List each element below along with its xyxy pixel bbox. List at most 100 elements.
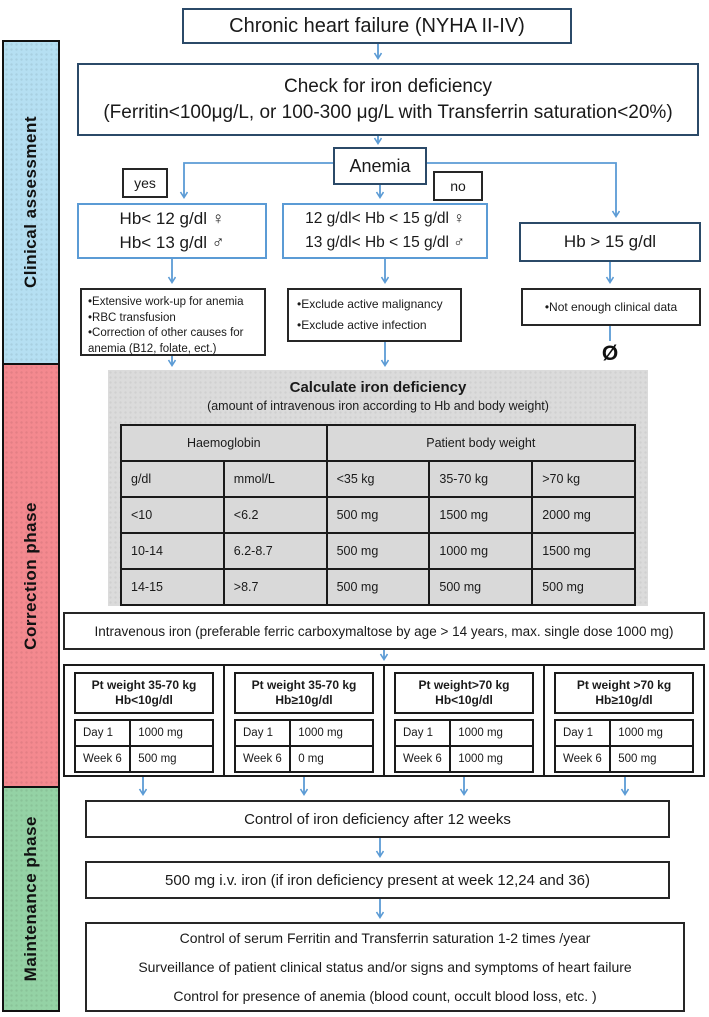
- workup-item: •Extensive work-up for anemia: [88, 296, 244, 308]
- table-cell: 2000 mg: [531, 496, 636, 534]
- intravenous-iron-label: Intravenous iron (preferable ferric carb…: [94, 623, 674, 639]
- exclude-item: •Exclude active infection: [297, 318, 427, 332]
- col-header: >70 kg: [531, 460, 636, 498]
- dose-cell: 0 mg: [289, 745, 374, 773]
- dose-cell: 1000 mg: [289, 719, 374, 747]
- table-cell: 500 mg: [325, 496, 431, 534]
- phase-bar-maintenance: Maintenance phase: [2, 786, 60, 1012]
- dose-group-3: Pt weight>70 kg Hb<10g/dl Day 1 1000 mg …: [385, 666, 545, 775]
- no-label: no: [450, 178, 466, 194]
- col-header: 35-70 kg: [428, 460, 534, 498]
- check-line1: Check for iron deficiency: [283, 75, 493, 97]
- calc-panel-subtitle: (amount of intravenous iron according to…: [207, 399, 549, 413]
- workup-item: •Correction of other causes for anemia (…: [88, 327, 244, 355]
- table-row: Day 1 1000 mg: [73, 719, 214, 747]
- hb-high-label: Hb > 15 g/dl: [563, 232, 657, 251]
- node-long-term-control: Control of serum Ferritin and Transferri…: [85, 922, 685, 1012]
- dose-cell: 500 mg: [129, 745, 214, 773]
- dose-group-4-table: Day 1 1000 mg Week 6 500 mg: [553, 719, 694, 773]
- table-cell: 1500 mg: [428, 496, 534, 534]
- dose-group-2: Pt weight 35-70 kg Hb≥10g/dl Day 1 1000 …: [225, 666, 385, 775]
- col-header: mmol/L: [222, 460, 328, 498]
- dose-header-line1: Pt weight>70 kg: [418, 678, 510, 692]
- table-cell: <6.2: [222, 496, 328, 534]
- dose-cell: 500 mg: [609, 745, 694, 773]
- long-term-line1: Control of serum Ferritin and Transferri…: [179, 929, 591, 946]
- table-row: Week 6 500 mg: [73, 745, 214, 773]
- dose-header-line2: Hb≥10g/dl: [275, 693, 333, 707]
- dose-group-2-table: Day 1 1000 mg Week 6 0 mg: [233, 719, 374, 773]
- dose-cell: Week 6: [233, 745, 292, 773]
- table-cell: 500 mg: [325, 568, 431, 606]
- dose-group-1-table: Day 1 1000 mg Week 6 500 mg: [73, 719, 214, 773]
- phase-bar-clinical-assessment: Clinical assessment: [2, 40, 60, 365]
- no-data-item: •Not enough clinical data: [544, 300, 678, 314]
- dose-cell: Week 6: [393, 745, 452, 773]
- table-cell: 10-14: [120, 532, 225, 570]
- hb-mid-line1: 12 g/dl< Hb < 15 g/dl ♀: [305, 210, 465, 227]
- table-row: Day 1 1000 mg: [393, 719, 534, 747]
- check-line2: (Ferritin<100μg/L, or 100-300 μg/L with …: [103, 101, 673, 123]
- workup-item: •RBC transfusion: [88, 311, 176, 324]
- dose-header-line1: Pt weight 35-70 kg: [251, 678, 357, 692]
- node-anemia-label: Anemia: [349, 155, 411, 176]
- long-term-line2: Surveillance of patient clinical status …: [138, 958, 632, 975]
- col-header: g/dl: [120, 460, 225, 498]
- dose-header-line2: Hb<10g/dl: [435, 693, 493, 707]
- dose-groups-grid: Pt weight 35-70 kg Hb<10g/dl Day 1 1000 …: [63, 664, 705, 777]
- dose-header-line2: Hb≥10g/dl: [595, 693, 653, 707]
- node-hb-high: Hb > 15 g/dl: [519, 222, 701, 262]
- iron-dose-table: Haemoglobin Patient body weight g/dl mmo…: [120, 424, 637, 606]
- table-row: Day 1 1000 mg: [553, 719, 694, 747]
- table-cell: 500 mg: [428, 568, 534, 606]
- dose-cell: Day 1: [393, 719, 452, 747]
- dose-cell: Day 1: [553, 719, 612, 747]
- node-intravenous-iron: Intravenous iron (preferable ferric carb…: [63, 612, 705, 650]
- node-chronic-heart-failure-label: Chronic heart failure (NYHA II-IV): [229, 14, 525, 37]
- group-header-body-weight: Patient body weight: [325, 424, 637, 462]
- table-cell: <10: [120, 496, 225, 534]
- control-12-weeks-label: Control of iron deficiency after 12 week…: [244, 810, 511, 828]
- dose-header-line2: Hb<10g/dl: [115, 693, 173, 707]
- dose-cell: 1000 mg: [129, 719, 214, 747]
- table-cell: 1500 mg: [531, 532, 636, 570]
- iv500-label: 500 mg i.v. iron (if iron deficiency pre…: [165, 871, 590, 889]
- table-header-row: g/dl mmol/L <35 kg 35-70 kg >70 kg: [120, 460, 636, 498]
- group-header-haemoglobin: Haemoglobin: [120, 424, 328, 462]
- exclude-item: •Exclude active malignancy: [297, 297, 443, 311]
- node-hb-low: Hb< 12 g/dl ♀ Hb< 13 g/dl ♂: [77, 203, 267, 259]
- hb-mid-line2: 13 g/dl< Hb < 15 g/dl ♂: [305, 234, 465, 251]
- table-cell: 14-15: [120, 568, 225, 606]
- dose-group-1: Pt weight 35-70 kg Hb<10g/dl Day 1 1000 …: [65, 666, 225, 775]
- dose-cell: 1000 mg: [609, 719, 694, 747]
- dose-group-2-header: Pt weight 35-70 kg Hb≥10g/dl: [234, 672, 374, 714]
- table-row: Week 6 0 mg: [233, 745, 374, 773]
- dose-group-1-header: Pt weight 35-70 kg Hb<10g/dl: [74, 672, 214, 714]
- long-term-line3: Control for presence of anemia (blood co…: [173, 987, 597, 1004]
- calc-panel-title: Calculate iron deficiency: [289, 379, 467, 396]
- dose-cell: 1000 mg: [449, 719, 534, 747]
- node-control-12-weeks: Control of iron deficiency after 12 week…: [85, 800, 670, 838]
- table-row: <10 <6.2 500 mg 1500 mg 2000 mg: [120, 496, 636, 534]
- table-row: 10-14 6.2-8.7 500 mg 1000 mg 1500 mg: [120, 532, 636, 570]
- dose-cell: 1000 mg: [449, 745, 534, 773]
- label-box-yes: yes: [122, 168, 168, 198]
- phase-label-clinical-assessment: Clinical assessment: [21, 116, 40, 289]
- node-hb-mid: 12 g/dl< Hb < 15 g/dl ♀ 13 g/dl< Hb < 15…: [282, 203, 488, 259]
- node-no-data: •Not enough clinical data: [521, 288, 701, 326]
- phase-label-maintenance: Maintenance phase: [21, 816, 40, 982]
- table-group-header-row: Haemoglobin Patient body weight: [120, 424, 637, 462]
- dose-cell: Week 6: [73, 745, 132, 773]
- node-check-iron-deficiency: Check for iron deficiency (Ferritin<100μ…: [77, 63, 699, 136]
- dose-cell: Week 6: [553, 745, 612, 773]
- table-row: 14-15 >8.7 500 mg 500 mg 500 mg: [120, 568, 636, 606]
- node-anemia: Anemia: [333, 147, 427, 185]
- dose-header-line1: Pt weight 35-70 kg: [91, 678, 197, 692]
- hb-low-line2: Hb< 13 g/dl ♂: [119, 233, 225, 252]
- table-row: Week 6 500 mg: [553, 745, 694, 773]
- col-header: <35 kg: [325, 460, 431, 498]
- table-cell: 500 mg: [325, 532, 431, 570]
- node-chronic-heart-failure: Chronic heart failure (NYHA II-IV): [182, 8, 572, 44]
- dose-header-line1: Pt weight >70 kg: [576, 678, 672, 692]
